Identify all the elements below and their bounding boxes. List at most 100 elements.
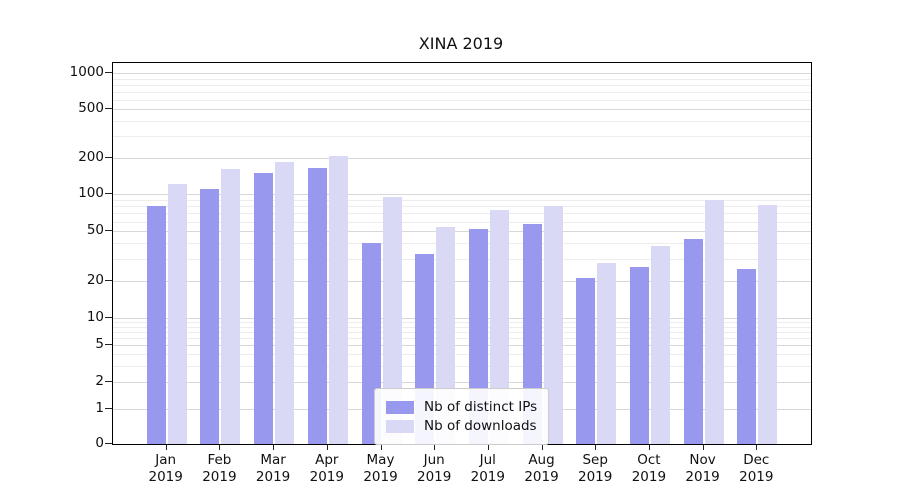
bar-downloads bbox=[275, 161, 295, 444]
major-gridline bbox=[113, 381, 811, 383]
y-tick-label: 1000 bbox=[69, 64, 104, 80]
x-tick-label: Feb 2019 bbox=[183, 452, 255, 486]
legend-swatch bbox=[386, 400, 414, 414]
y-tick-mark bbox=[105, 317, 112, 318]
x-tick-year: 2019 bbox=[631, 469, 667, 485]
legend-swatch bbox=[386, 419, 414, 433]
bar-distinct-ips bbox=[629, 266, 649, 444]
minor-gridline bbox=[113, 354, 811, 356]
y-tick-mark bbox=[105, 72, 112, 73]
y-tick-mark bbox=[105, 230, 112, 232]
minor-gridline bbox=[113, 121, 811, 123]
x-tick-year: 2019 bbox=[524, 469, 559, 485]
y-tick-mark bbox=[105, 380, 112, 382]
y-tick-label: 5 bbox=[95, 336, 104, 353]
x-tick-label: Jul 2019 bbox=[452, 452, 524, 486]
plot-area bbox=[112, 62, 812, 445]
x-tick-month: Aug bbox=[528, 452, 555, 468]
x-tick-mark bbox=[595, 445, 597, 450]
bar-distinct-ips bbox=[200, 189, 220, 444]
x-tick-mark bbox=[380, 445, 382, 450]
bar-distinct-ips bbox=[146, 206, 166, 444]
x-tick-month: May bbox=[366, 452, 395, 468]
minor-gridline bbox=[113, 206, 811, 207]
x-tick-label: Mar 2019 bbox=[237, 452, 309, 486]
x-tick-label: Jun 2019 bbox=[398, 452, 470, 486]
x-tick-mark bbox=[326, 445, 328, 450]
minor-gridline bbox=[113, 332, 811, 334]
x-tick-label: May 2019 bbox=[345, 452, 417, 486]
bar-downloads bbox=[328, 156, 348, 444]
chart-title: XINA 2019 bbox=[418, 34, 504, 53]
x-tick-year: 2019 bbox=[148, 469, 183, 485]
bar-downloads bbox=[597, 262, 617, 444]
x-tick-mark bbox=[541, 445, 543, 450]
bar-distinct-ips bbox=[683, 239, 703, 444]
minor-gridline bbox=[113, 243, 811, 245]
y-tick-label: 1 bbox=[95, 400, 104, 416]
y-tick-label: 200 bbox=[78, 148, 104, 165]
bar-downloads bbox=[221, 169, 241, 444]
y-tick-mark bbox=[105, 156, 112, 158]
x-tick-label: Sep 2019 bbox=[559, 452, 631, 486]
bar-distinct-ips bbox=[254, 172, 274, 444]
x-tick-year: 2019 bbox=[255, 469, 291, 485]
x-tick-label: Jan 2019 bbox=[130, 452, 202, 486]
x-tick-month: Jun bbox=[423, 452, 445, 468]
y-tick-label: 10 bbox=[86, 309, 104, 325]
bar-distinct-ips bbox=[307, 167, 327, 444]
major-gridline bbox=[113, 231, 811, 233]
bar-downloads bbox=[489, 209, 509, 444]
x-tick-month: Sep bbox=[582, 452, 608, 468]
x-tick-month: Nov bbox=[689, 452, 716, 468]
bar-downloads bbox=[650, 246, 670, 444]
minor-gridline bbox=[113, 213, 811, 215]
y-tick-mark bbox=[105, 443, 112, 444]
bar-distinct-ips bbox=[576, 278, 596, 444]
y-tick-label: 0 bbox=[95, 435, 104, 451]
y-tick-label: 20 bbox=[86, 271, 104, 288]
x-tick-month: Mar bbox=[260, 452, 286, 468]
legend-label: Nb of distinct IPs bbox=[424, 399, 538, 415]
x-tick-month: Jan bbox=[155, 452, 177, 468]
x-tick-mark bbox=[219, 445, 221, 450]
x-tick-label: Nov 2019 bbox=[667, 452, 739, 486]
x-tick-year: 2019 bbox=[470, 469, 505, 485]
legend: Nb of distinct IPs Nb of downloads bbox=[374, 388, 550, 445]
y-tick-label: 100 bbox=[78, 185, 104, 201]
x-tick-year: 2019 bbox=[685, 469, 720, 485]
y-tick-label: 2 bbox=[95, 372, 104, 389]
legend-item: Nb of distinct IPs bbox=[386, 399, 537, 415]
minor-gridline bbox=[113, 78, 811, 80]
x-tick-mark bbox=[434, 445, 436, 450]
bar-distinct-ips bbox=[737, 268, 757, 444]
legend-item: Nb of downloads bbox=[386, 418, 537, 434]
legend-label: Nb of downloads bbox=[424, 418, 537, 434]
x-tick-year: 2019 bbox=[363, 469, 398, 485]
major-gridline bbox=[113, 157, 811, 159]
y-tick-mark bbox=[105, 108, 112, 110]
minor-gridline bbox=[113, 84, 811, 86]
x-tick-mark bbox=[756, 445, 758, 450]
bar-downloads bbox=[543, 206, 563, 444]
minor-gridline bbox=[113, 326, 811, 328]
y-tick-mark bbox=[105, 408, 112, 409]
x-tick-year: 2019 bbox=[578, 469, 613, 485]
x-tick-label: Aug 2019 bbox=[506, 452, 578, 486]
gridlines bbox=[113, 63, 811, 444]
x-tick-year: 2019 bbox=[417, 469, 452, 485]
x-tick-month: Apr bbox=[315, 452, 339, 468]
bars bbox=[113, 63, 811, 444]
bar-downloads bbox=[758, 204, 778, 444]
x-tick-mark bbox=[165, 445, 167, 450]
x-tick-mark bbox=[273, 445, 275, 450]
y-tick-mark bbox=[105, 193, 112, 194]
major-gridline bbox=[113, 280, 811, 282]
x-tick-label: Oct 2019 bbox=[613, 452, 685, 486]
x-tick-mark bbox=[648, 445, 650, 450]
x-tick-month: Feb bbox=[207, 452, 232, 468]
x-tick-year: 2019 bbox=[309, 469, 344, 485]
x-tick-year: 2019 bbox=[739, 469, 774, 485]
major-gridline bbox=[113, 345, 811, 347]
